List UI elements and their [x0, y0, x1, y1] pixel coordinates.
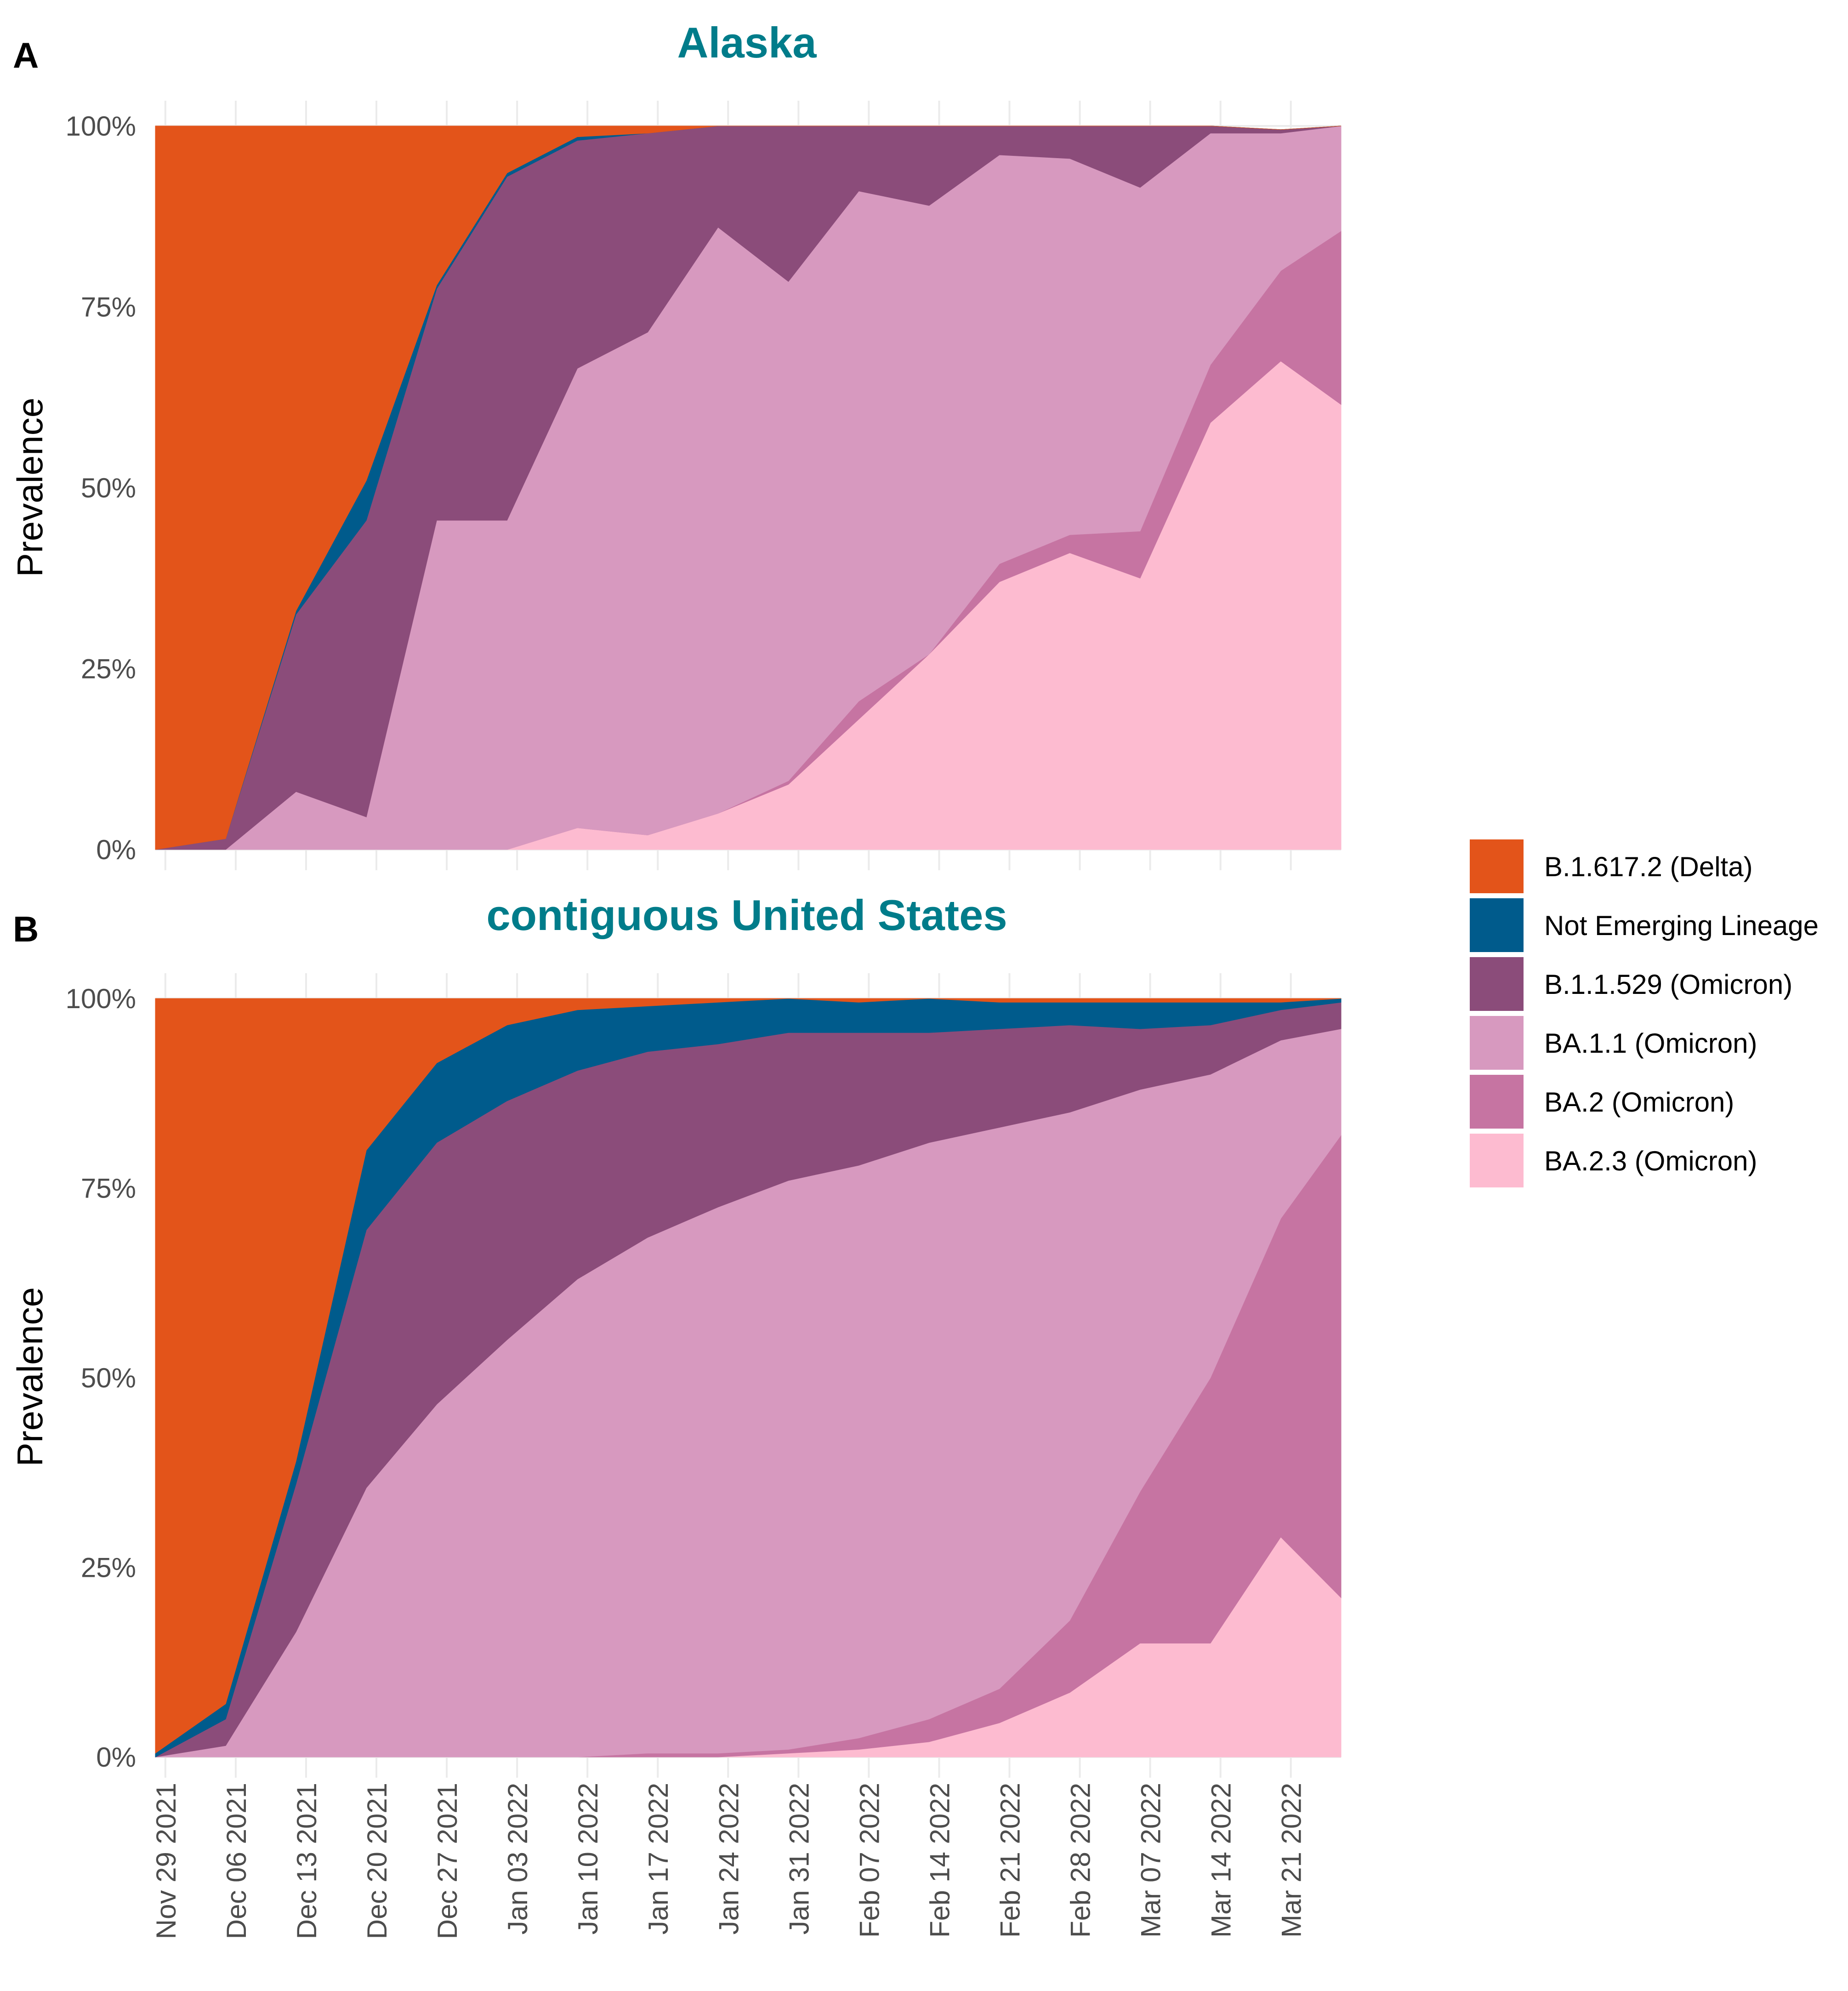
x-tick-label: Jan 10 2022: [573, 1783, 603, 1934]
stacked-areas: [155, 126, 1342, 850]
y-tick-label: 25%: [81, 1552, 136, 1583]
legend-item: BA.2 (Omicron): [1470, 1075, 1734, 1129]
y-axis-title: Prevalence: [10, 1287, 50, 1466]
x-tick-label: Jan 03 2022: [502, 1783, 533, 1934]
legend-swatch: [1470, 898, 1524, 952]
legend-swatch: [1470, 1016, 1524, 1070]
y-axis-ticks: 0% 25% 50% 75% 100%: [66, 111, 136, 865]
legend-swatch: [1470, 1075, 1524, 1129]
y-axis-ticks: 0% 25% 50% 75% 100%: [66, 983, 136, 1773]
legend: B.1.617.2 (Delta) Not Emerging Lineage B…: [1470, 839, 1819, 1187]
x-tick-label: Feb 14 2022: [924, 1783, 955, 1938]
y-tick-label: 25%: [81, 654, 136, 685]
legend-item: BA.1.1 (Omicron): [1470, 1016, 1757, 1070]
legend-swatch: [1470, 1134, 1524, 1187]
legend-label: B.1.617.2 (Delta): [1544, 851, 1753, 882]
x-tick-label: Dec 20 2021: [362, 1783, 392, 1939]
legend-swatch: [1470, 839, 1524, 893]
x-tick-label: Jan 24 2022: [713, 1783, 744, 1934]
y-tick-label: 0%: [96, 1742, 136, 1773]
area-b-1-617-2-delta: [155, 126, 1342, 850]
panel-title: contiguous United States: [486, 891, 1007, 939]
legend-label: BA.2 (Omicron): [1544, 1087, 1734, 1118]
x-tick-label: Dec 13 2021: [291, 1783, 322, 1939]
x-tick-label: Jan 17 2022: [643, 1783, 674, 1934]
y-tick-label: 100%: [66, 111, 136, 142]
y-tick-label: 75%: [81, 1173, 136, 1204]
x-tick-label: Feb 28 2022: [1065, 1783, 1096, 1938]
legend-item: B.1.617.2 (Delta): [1470, 839, 1753, 893]
y-axis-title: Prevalence: [10, 398, 50, 577]
plot-area: 0% 25% 50% 75% 100%: [66, 101, 1342, 870]
legend-label: B.1.1.529 (Omicron): [1544, 969, 1792, 1000]
legend-label: BA.1.1 (Omicron): [1544, 1028, 1757, 1059]
x-tick-label: Jan 31 2022: [784, 1783, 814, 1934]
panel-letter: A: [13, 35, 39, 75]
panel-letter: B: [13, 909, 39, 949]
x-tick-label: Dec 06 2021: [221, 1783, 252, 1939]
panel-alaska: A Alaska 0% 25% 50% 75% 100% Prevalence: [10, 18, 1342, 870]
legend-swatch: [1470, 957, 1524, 1011]
x-tick-label: Mar 14 2022: [1206, 1783, 1237, 1938]
panel-contiguous-us: B contiguous United States 0% 25% 50% 75% 10…: [10, 891, 1342, 1778]
area-b-1-617-2-delta: [155, 998, 1342, 1754]
legend-label: BA.2.3 (Omicron): [1544, 1146, 1757, 1176]
panel-title: Alaska: [677, 18, 817, 67]
y-tick-label: 50%: [81, 473, 136, 503]
legend-item: BA.2.3 (Omicron): [1470, 1134, 1757, 1187]
y-tick-label: 75%: [81, 292, 136, 323]
x-tick-label: Feb 21 2022: [995, 1783, 1025, 1938]
legend-label: Not Emerging Lineage: [1544, 910, 1819, 941]
legend-item: B.1.1.529 (Omicron): [1470, 957, 1792, 1011]
x-tick-label: Nov 29 2021: [151, 1783, 182, 1939]
x-axis-tick-labels: Nov 29 2021 Dec 06 2021 Dec 13 2021 Dec 20 …: [151, 1783, 1307, 1939]
y-tick-label: 100%: [66, 983, 136, 1014]
y-tick-label: 0%: [96, 834, 136, 865]
legend-item: Not Emerging Lineage: [1470, 898, 1819, 952]
y-tick-label: 50%: [81, 1363, 136, 1393]
stacked-areas: [155, 998, 1342, 1757]
x-tick-label: Feb 07 2022: [854, 1783, 885, 1938]
plot-area: 0% 25% 50% 75% 100%: [66, 973, 1342, 1778]
x-tick-label: Mar 21 2022: [1276, 1783, 1307, 1938]
x-tick-label: Dec 27 2021: [432, 1783, 463, 1939]
x-tick-label: Mar 07 2022: [1136, 1783, 1166, 1938]
